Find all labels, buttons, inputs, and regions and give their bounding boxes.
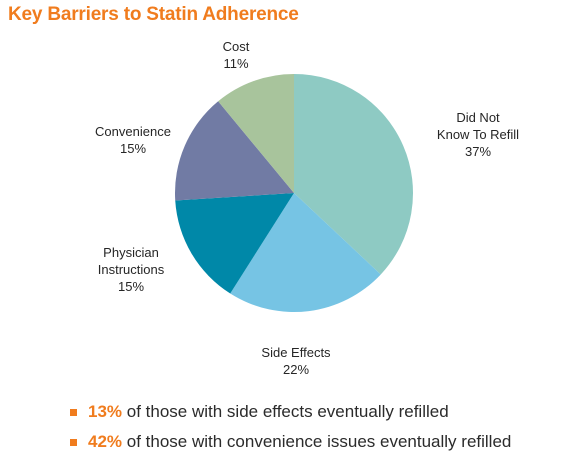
slice-label: Physician Instructions 15%	[98, 245, 165, 294]
slice-label: Did Not Know To Refill 37%	[437, 110, 519, 159]
slice-name-label: Instructions	[98, 262, 165, 277]
slice-name-label: Convenience	[95, 124, 171, 139]
slice-value-label: 37%	[465, 144, 491, 159]
note-highlight: 42%	[88, 432, 123, 451]
slice-name-label: Know To Refill	[437, 127, 519, 142]
notes-list: 13% of those with side effects eventuall…	[70, 402, 511, 462]
bullet-square-icon	[70, 409, 77, 416]
chart-title: Key Barriers to Statin Adherence	[8, 4, 299, 25]
slice-value-label: 22%	[283, 362, 309, 377]
pie-slice	[175, 193, 294, 294]
slice-label: Convenience 15%	[95, 124, 171, 156]
slice-name-label: Physician	[103, 245, 159, 260]
slice-value-label: 11%	[223, 56, 248, 71]
pie-slice	[218, 74, 294, 193]
pie-chart: Did Not Know To Refill 37% Side Effects 22% P…	[95, 39, 519, 377]
note-item: 42% of those with convenience issues eve…	[70, 432, 511, 462]
slice-name-label: Side Effects	[261, 345, 331, 360]
note-highlight: 13%	[88, 402, 123, 421]
slice-value-label: 15%	[118, 279, 144, 294]
pie-slice	[174, 101, 294, 201]
slice-name-label: Did Not	[456, 110, 500, 125]
note-item: 13% of those with side effects eventuall…	[70, 402, 511, 432]
bullet-square-icon	[70, 439, 77, 446]
slice-label: Cost 11%	[223, 39, 250, 71]
slice-value-label: 15%	[120, 141, 146, 156]
slice-label: Side Effects 22%	[261, 345, 331, 377]
pie-slice	[230, 193, 381, 313]
pie-slice	[294, 74, 414, 275]
note-text: of those with side effects eventually re…	[122, 402, 449, 421]
note-text: of those with convenience issues eventua…	[122, 432, 512, 451]
slice-name-label: Cost	[223, 39, 250, 54]
